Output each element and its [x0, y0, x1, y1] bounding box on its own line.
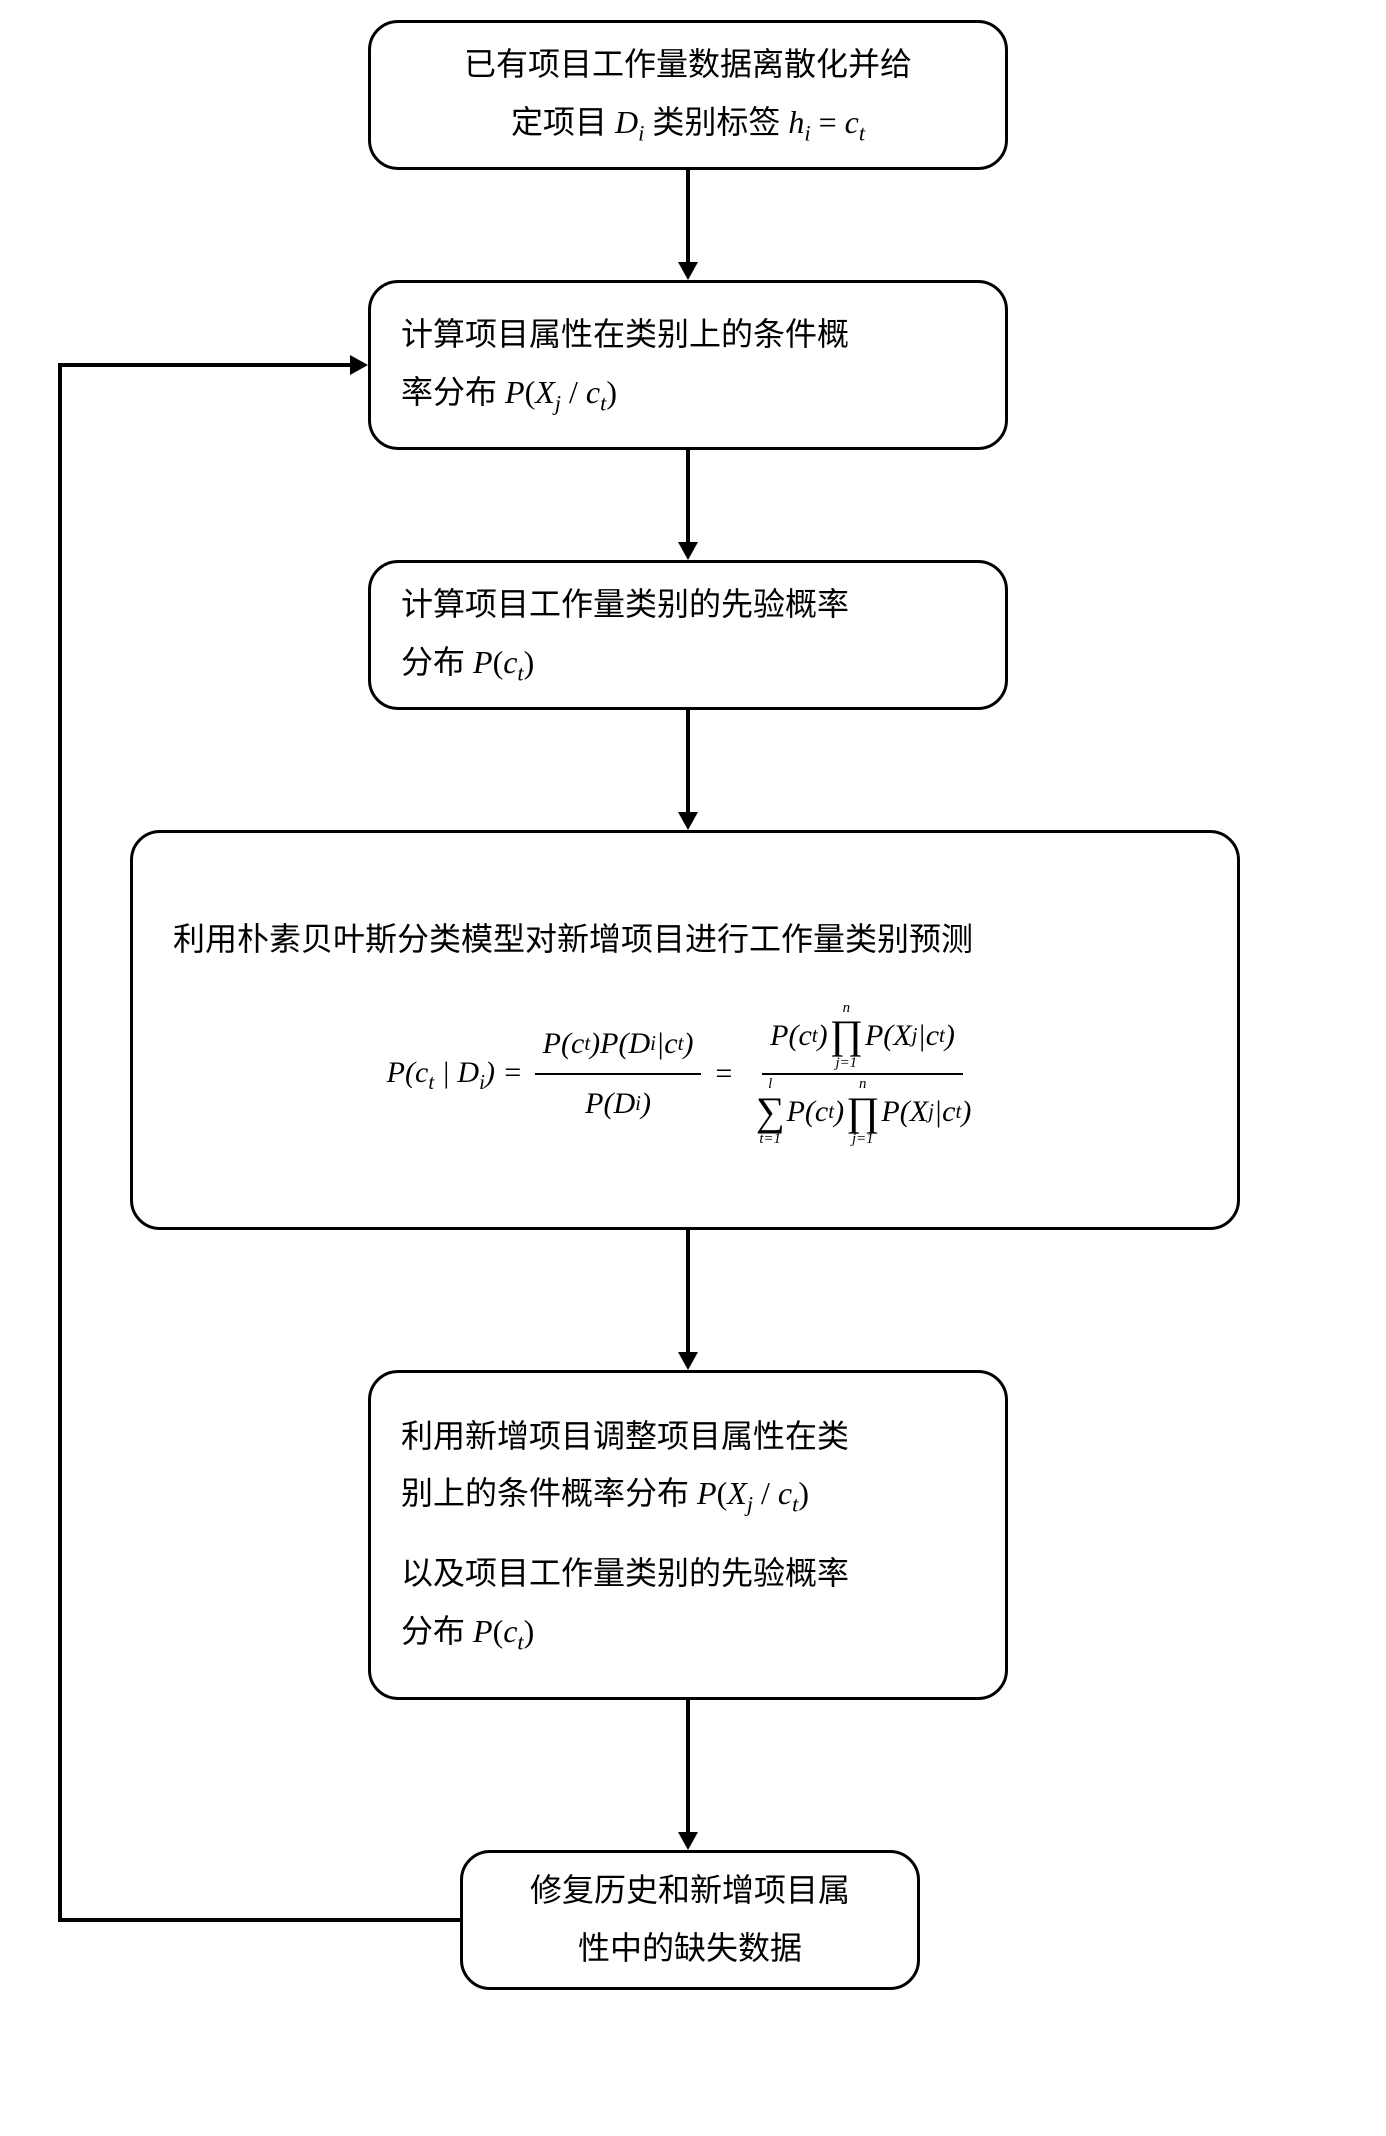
node5-line1: 利用新增项目调整项目属性在类 — [401, 1408, 975, 1466]
node4-title: 利用朴素贝叶斯分类模型对新增项目进行工作量类别预测 — [163, 911, 1207, 969]
node-repair-missing: 修复历史和新增项目属 性中的缺失数据 — [460, 1850, 920, 1990]
node5-line2: 别上的条件概率分布 P(Xj / ct) — [401, 1465, 975, 1525]
node-conditional-prob: 计算项目属性在类别上的条件概 率分布 P(Xj / ct) — [368, 280, 1008, 450]
node6-line1: 修复历史和新增项目属 — [493, 1862, 887, 1920]
node5-line4: 分布 P(ct) — [401, 1603, 975, 1663]
node3-line2: 分布 P(ct) — [401, 634, 975, 694]
node2-line1: 计算项目属性在类别上的条件概 — [401, 306, 975, 364]
bayes-formula: P(ct | Di) = P(ct)P(Di | ct) P(Di) = P(c… — [163, 999, 1207, 1149]
node2-line2: 率分布 P(Xj / ct) — [401, 364, 975, 424]
node1-line1: 已有项目工作量数据离散化并给 — [401, 36, 975, 94]
node-discretize: 已有项目工作量数据离散化并给 定项目 Di 类别标签 hi = ct — [368, 20, 1008, 170]
node-bayes-classifier: 利用朴素贝叶斯分类模型对新增项目进行工作量类别预测 P(ct | Di) = P… — [130, 830, 1240, 1230]
node5-line3: 以及项目工作量类别的先验概率 — [401, 1545, 975, 1603]
node6-line2: 性中的缺失数据 — [493, 1920, 887, 1978]
node1-line2: 定项目 Di 类别标签 hi = ct — [401, 94, 975, 154]
node-update-distributions: 利用新增项目调整项目属性在类 别上的条件概率分布 P(Xj / ct) 以及项目… — [368, 1370, 1008, 1700]
node3-line1: 计算项目工作量类别的先验概率 — [401, 576, 975, 634]
node-prior-prob: 计算项目工作量类别的先验概率 分布 P(ct) — [368, 560, 1008, 710]
